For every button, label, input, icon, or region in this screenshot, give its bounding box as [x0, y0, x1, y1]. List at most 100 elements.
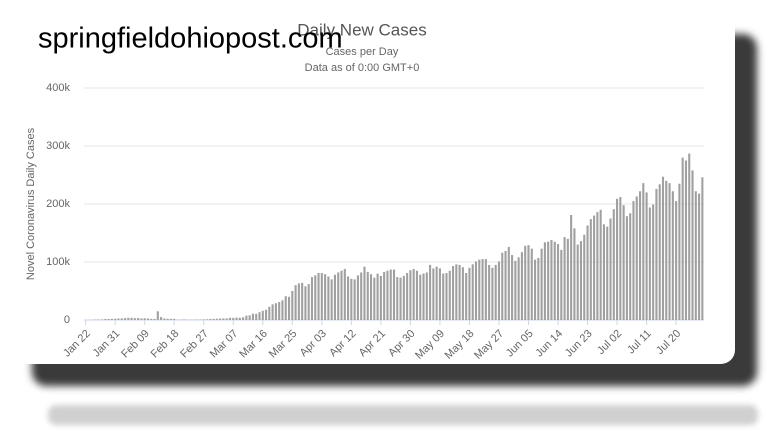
bar — [110, 318, 113, 320]
x-tick-label: Feb 18 — [149, 328, 182, 361]
bar — [327, 276, 330, 320]
bar — [251, 313, 254, 320]
bar — [146, 318, 150, 320]
bar — [537, 257, 540, 320]
bar — [232, 317, 235, 320]
y-tick-label: 100k — [46, 256, 70, 268]
bar — [629, 213, 632, 320]
bar — [698, 193, 701, 320]
bar — [530, 248, 533, 320]
bar — [648, 207, 651, 320]
bar — [511, 255, 514, 320]
bar — [389, 269, 392, 320]
x-tick-label: Mar 16 — [237, 328, 270, 361]
bar — [606, 226, 609, 320]
x-tick-label: Apr 12 — [327, 328, 358, 359]
bar — [324, 274, 327, 320]
bar — [599, 209, 602, 320]
bar — [205, 319, 209, 320]
bar — [465, 273, 468, 320]
bar — [534, 259, 537, 320]
bar — [570, 215, 573, 320]
bar — [123, 318, 127, 320]
bar — [320, 273, 323, 320]
bar — [127, 317, 130, 320]
bar — [301, 282, 304, 320]
x-tick-label: Feb 09 — [119, 328, 152, 361]
bar — [438, 268, 441, 320]
bar — [222, 318, 225, 320]
bar — [376, 273, 379, 320]
bar — [274, 303, 277, 320]
chart-subtitle: Cases per Day — [326, 46, 399, 58]
bar — [268, 306, 271, 320]
bar — [100, 319, 104, 320]
bar — [163, 318, 166, 320]
bar — [160, 317, 163, 320]
bar — [317, 273, 320, 320]
bar — [258, 312, 261, 320]
bar — [635, 196, 638, 320]
bar — [238, 317, 241, 320]
bar — [520, 252, 523, 320]
bar — [684, 160, 688, 320]
bar — [209, 318, 212, 320]
bar — [638, 191, 642, 320]
x-tick-label: Jul 20 — [654, 328, 683, 357]
x-tick-label: May 18 — [443, 328, 477, 362]
x-tick-label: Jun 23 — [563, 328, 595, 360]
bar — [622, 205, 625, 320]
bar — [474, 261, 478, 320]
bar — [658, 184, 661, 320]
bar — [576, 244, 579, 320]
bar — [347, 276, 350, 320]
bar — [494, 264, 497, 320]
bar — [543, 242, 546, 320]
bar — [114, 318, 117, 320]
bar — [409, 270, 412, 320]
bar — [675, 201, 678, 320]
bar — [566, 238, 569, 320]
bar — [396, 277, 399, 320]
bar — [330, 279, 333, 320]
bar — [107, 319, 110, 320]
bar — [655, 188, 658, 320]
watermark: springfieldohiopost.com — [38, 23, 343, 55]
bar — [661, 176, 665, 320]
bar — [307, 284, 310, 320]
bar — [255, 313, 258, 320]
bar — [488, 264, 491, 320]
bar — [432, 268, 435, 320]
bar — [583, 234, 586, 320]
bar — [310, 277, 314, 320]
bar — [514, 260, 517, 320]
bar — [120, 318, 123, 320]
bar — [448, 270, 451, 320]
bar — [278, 302, 281, 320]
x-tick-label: Jun 14 — [533, 328, 565, 360]
x-tick-label: Feb 27 — [178, 328, 211, 361]
bar — [556, 244, 560, 320]
x-tick-label: Jan 31 — [90, 328, 122, 360]
bar — [517, 257, 520, 320]
bar — [212, 318, 215, 320]
bar — [547, 241, 550, 320]
bar — [265, 309, 268, 320]
bar — [527, 245, 530, 320]
y-axis-label: Novel Coronavirus Daily Cases — [25, 127, 37, 280]
bar — [593, 215, 596, 320]
bar — [150, 318, 153, 320]
bar — [553, 241, 556, 320]
bar — [701, 177, 704, 320]
bar — [215, 318, 218, 320]
bar — [415, 270, 419, 320]
bar — [681, 157, 684, 320]
y-tick-label: 300k — [46, 140, 70, 152]
bar — [616, 198, 619, 320]
chart-title: Daily New Cases — [297, 20, 426, 39]
bar — [373, 277, 376, 320]
bar — [297, 283, 300, 320]
bar — [333, 274, 337, 320]
